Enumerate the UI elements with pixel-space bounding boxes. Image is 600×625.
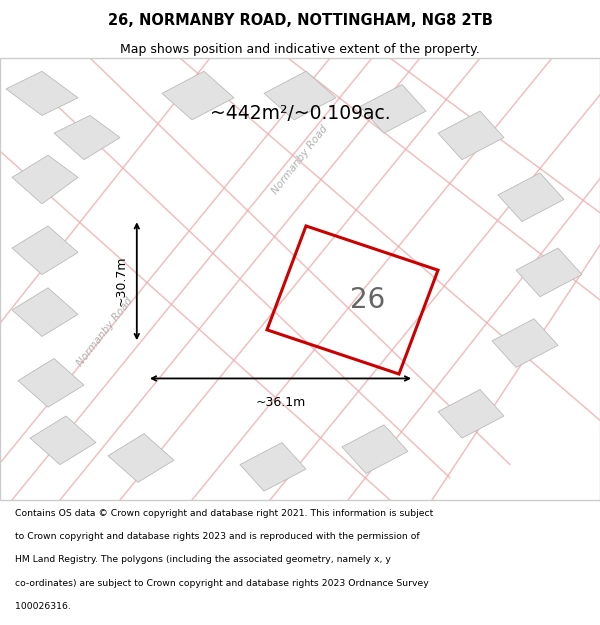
Polygon shape	[360, 84, 426, 133]
Text: ~30.7m: ~30.7m	[115, 256, 128, 306]
Polygon shape	[12, 155, 78, 204]
Polygon shape	[516, 248, 582, 297]
Polygon shape	[240, 442, 306, 491]
Polygon shape	[12, 288, 78, 336]
Polygon shape	[12, 226, 78, 274]
Polygon shape	[54, 116, 120, 159]
Text: Normanby Road: Normanby Road	[75, 296, 135, 368]
Text: ~442m²/~0.109ac.: ~442m²/~0.109ac.	[209, 104, 391, 122]
Polygon shape	[498, 173, 564, 221]
Polygon shape	[264, 71, 336, 120]
Polygon shape	[18, 359, 84, 407]
Text: 26, NORMANBY ROAD, NOTTINGHAM, NG8 2TB: 26, NORMANBY ROAD, NOTTINGHAM, NG8 2TB	[107, 12, 493, 28]
Text: HM Land Registry. The polygons (including the associated geometry, namely x, y: HM Land Registry. The polygons (includin…	[15, 556, 391, 564]
Polygon shape	[6, 71, 78, 116]
Text: ~36.1m: ~36.1m	[256, 396, 305, 409]
Text: Normanby Road: Normanby Road	[270, 123, 330, 196]
Text: to Crown copyright and database rights 2023 and is reproduced with the permissio: to Crown copyright and database rights 2…	[15, 532, 419, 541]
Polygon shape	[342, 425, 408, 474]
Polygon shape	[30, 416, 96, 464]
Text: 100026316.: 100026316.	[15, 602, 71, 611]
Polygon shape	[438, 111, 504, 159]
Polygon shape	[108, 434, 174, 482]
Text: co-ordinates) are subject to Crown copyright and database rights 2023 Ordnance S: co-ordinates) are subject to Crown copyr…	[15, 579, 429, 588]
Text: Map shows position and indicative extent of the property.: Map shows position and indicative extent…	[120, 44, 480, 56]
Text: 26: 26	[350, 286, 385, 314]
Polygon shape	[438, 389, 504, 438]
Text: Contains OS data © Crown copyright and database right 2021. This information is : Contains OS data © Crown copyright and d…	[15, 509, 433, 518]
Polygon shape	[492, 319, 558, 368]
Polygon shape	[162, 71, 234, 120]
